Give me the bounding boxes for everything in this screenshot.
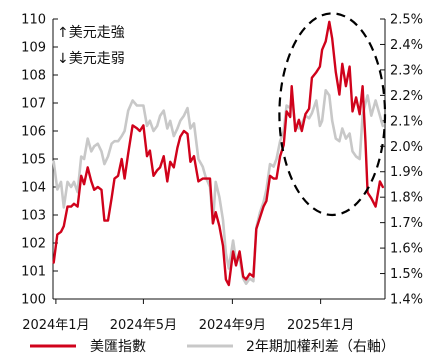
annotation-group: ↑美元走強 ↓美元走弱	[57, 25, 125, 67]
left-y-tick-label: 104	[21, 181, 46, 196]
series-layer	[52, 20, 385, 287]
left-y-tick-label: 102	[21, 237, 46, 252]
right-y-tick-label: 1.7%	[390, 216, 423, 231]
right-y-tick-label: 1.4%	[390, 293, 423, 308]
right-y-axis-ticks: 1.4% 1.5% 1.6% 1.7% 1.8% 1.9% 2.0% 2.1% 2.2% 2.3%…	[380, 13, 423, 308]
x-tick-label: 2024年5月	[110, 318, 177, 333]
legend: 美匯指數 2年期加權利差（右軸）	[30, 339, 395, 355]
series-line-dxy	[52, 20, 384, 287]
left-y-tick-label: 109	[21, 41, 46, 56]
legend-label-rate-spread: 2年期加權利差（右軸）	[246, 339, 395, 355]
right-y-tick-label: 2.4%	[390, 38, 423, 53]
x-axis-ticks: 2024年1月 2024年5月 2024年9月 2025年1月	[22, 299, 354, 333]
right-y-tick-label: 1.8%	[390, 191, 423, 206]
left-y-axis-ticks: 100 101 102 103 104 105 106 107 108 109 110	[21, 13, 58, 308]
x-tick-label: 2025年1月	[287, 318, 354, 333]
left-y-tick-label: 106	[21, 125, 46, 140]
right-y-tick-label: 1.5%	[390, 267, 423, 282]
left-y-tick-label: 100	[21, 293, 46, 308]
x-tick-label: 2024年9月	[199, 318, 266, 333]
left-y-tick-label: 105	[21, 153, 46, 168]
annotation-usd-stronger: ↑美元走強	[57, 25, 125, 41]
right-y-tick-label: 2.0%	[390, 140, 423, 155]
left-y-tick-label: 103	[21, 209, 46, 224]
right-y-tick-label: 1.9%	[390, 165, 423, 180]
highlight-dashed-ellipse	[278, 12, 387, 217]
series-line-rate-spread	[52, 89, 385, 286]
x-tick-label: 2024年1月	[22, 318, 89, 333]
annotation-usd-weaker: ↓美元走弱	[57, 51, 125, 67]
left-y-tick-label: 107	[21, 97, 46, 112]
right-y-tick-label: 1.6%	[390, 242, 423, 257]
right-y-tick-label: 2.5%	[390, 13, 423, 28]
right-y-tick-label: 2.3%	[390, 63, 423, 78]
right-y-tick-label: 2.2%	[390, 89, 423, 104]
right-y-tick-label: 2.1%	[390, 114, 423, 129]
legend-label-dxy: 美匯指數	[90, 339, 146, 355]
left-y-tick-label: 108	[21, 69, 46, 84]
left-y-tick-label: 101	[21, 265, 46, 280]
left-y-tick-label: 110	[21, 13, 46, 28]
